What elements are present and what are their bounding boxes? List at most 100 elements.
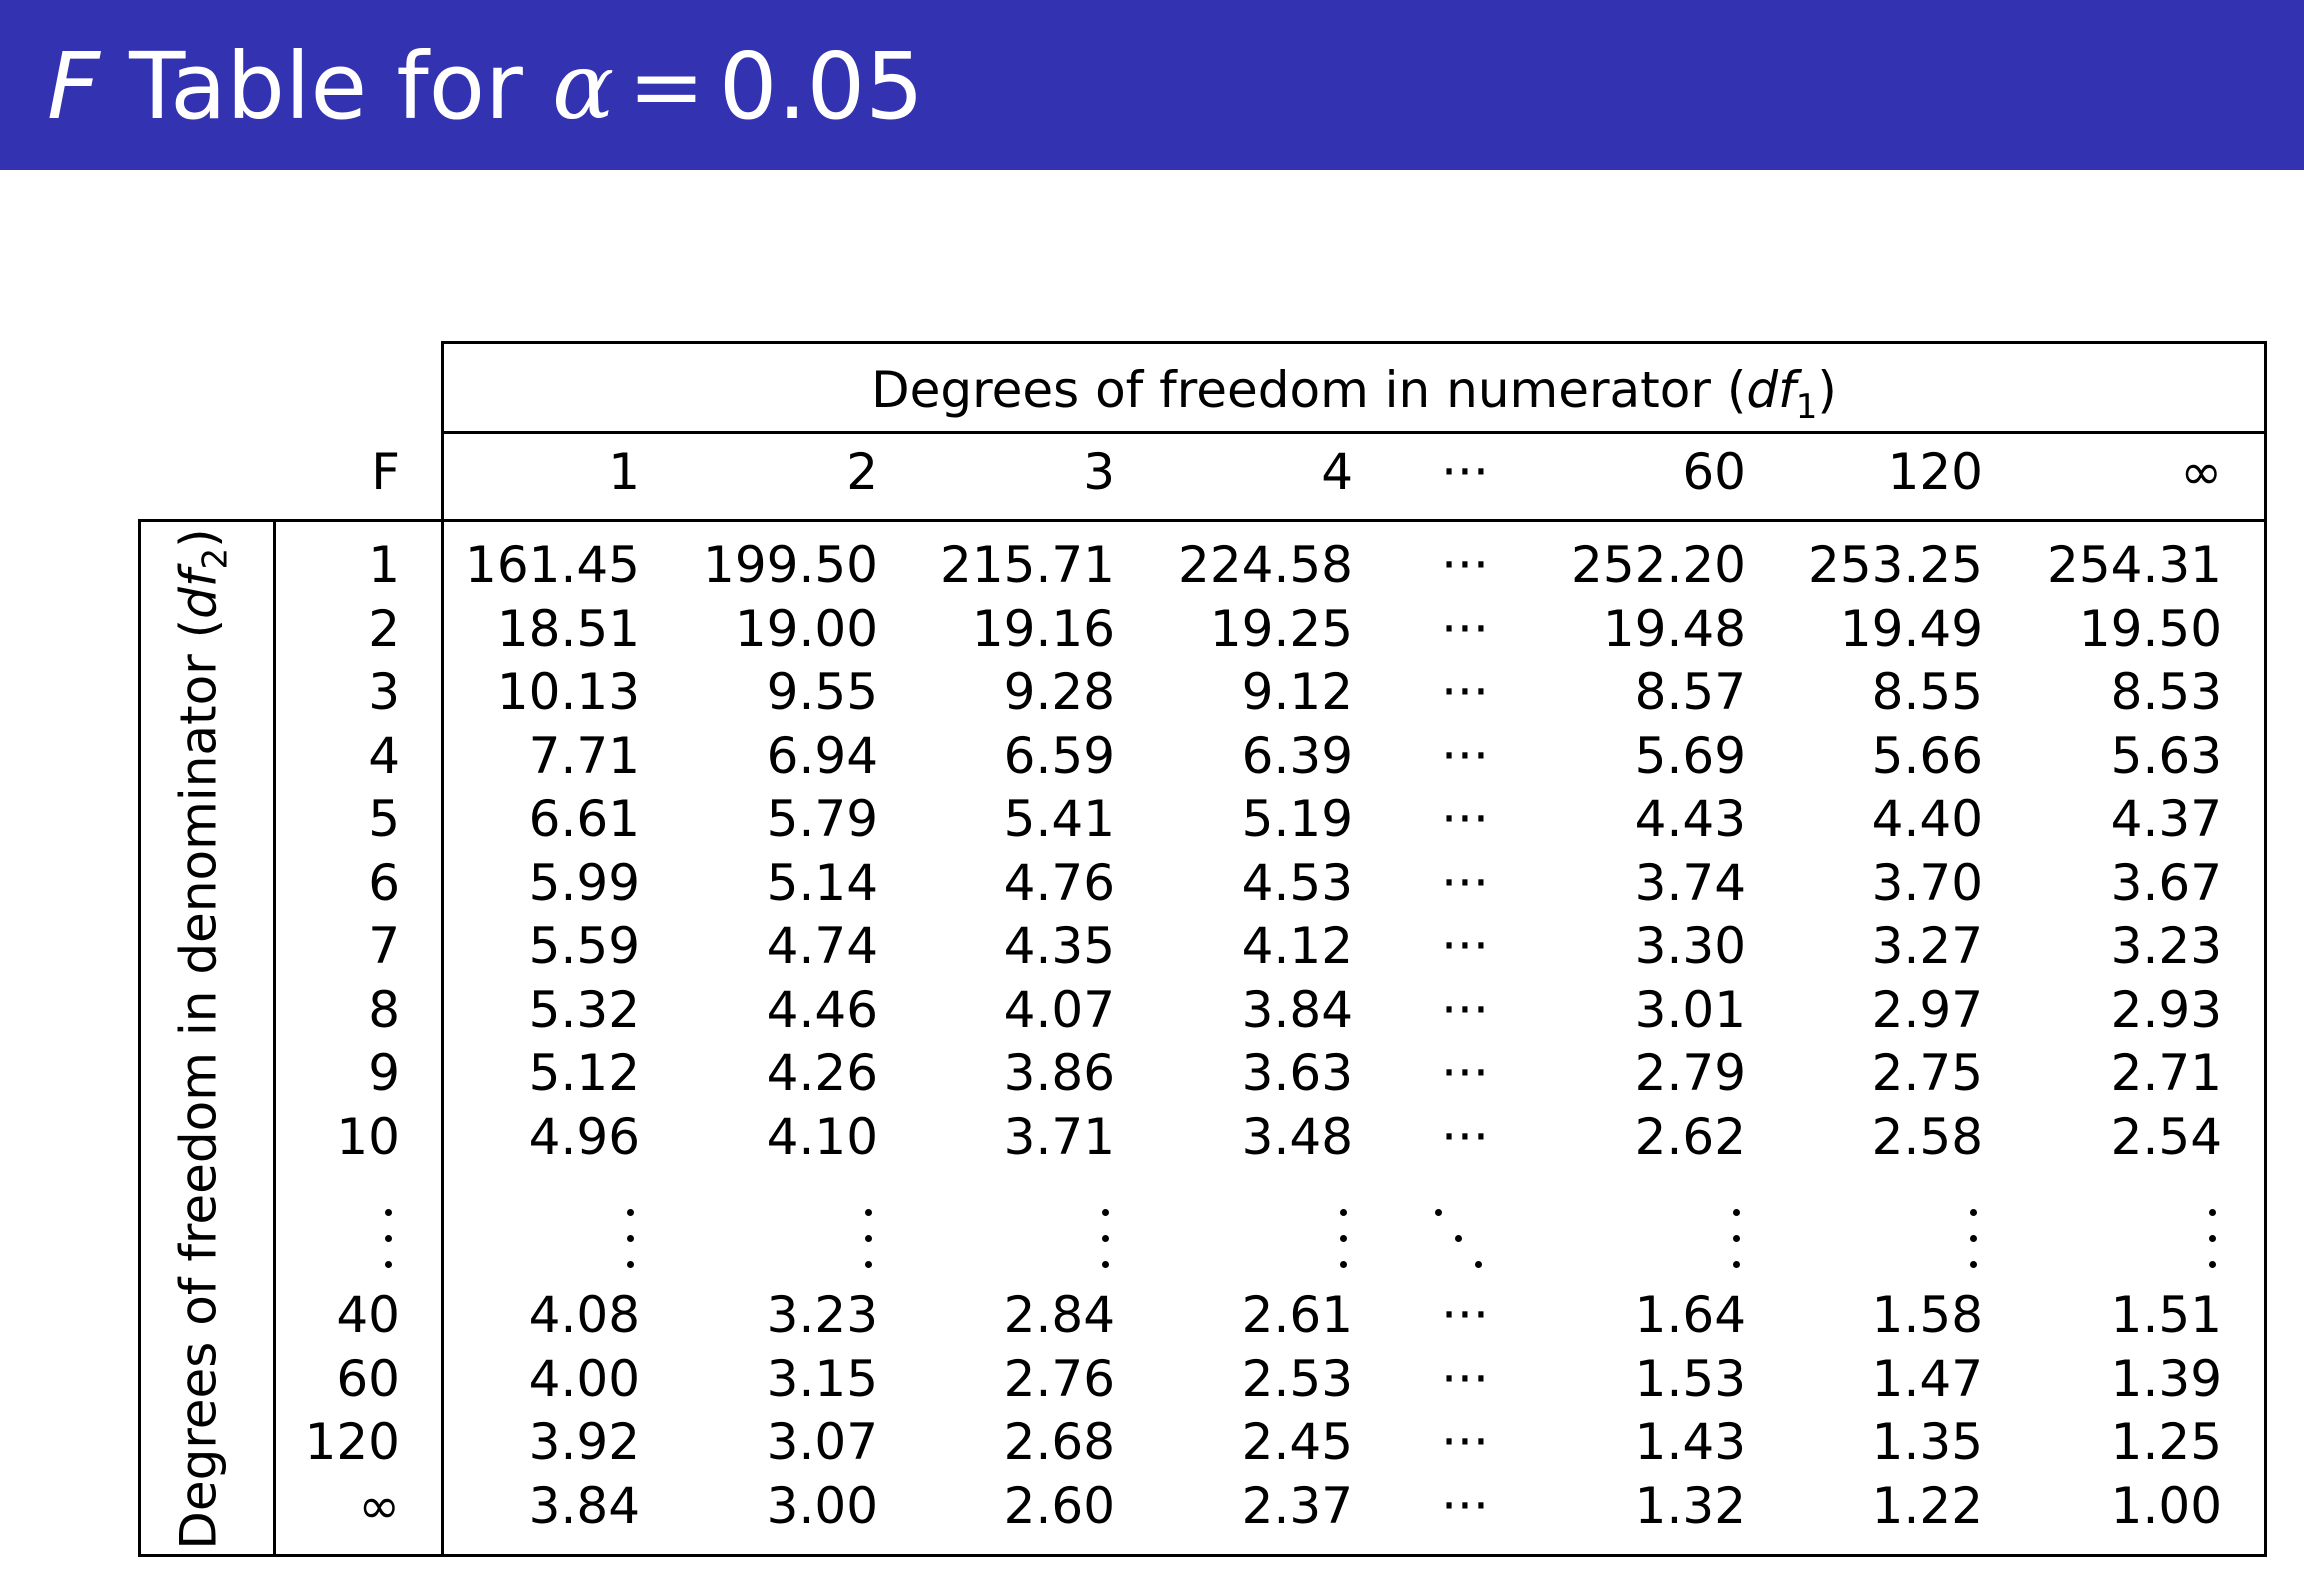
table-cell: ··· [1441,917,1489,975]
table-cell: 9.55 [766,663,878,721]
table-cell: 3.86 [1003,1044,1115,1102]
title-value: 0.05 [718,33,924,140]
table-cell: 3.07 [766,1413,878,1471]
table-cell: 2.60 [1003,1476,1115,1535]
table-cell: 1.64 [1634,1286,1746,1344]
row-label-df2: 1 [368,536,400,594]
left-outer-border [138,519,141,1557]
table-cell: 5.14 [766,853,878,912]
table-cell: 5.63 [2110,726,2222,785]
column-header: 1 [608,443,640,501]
table-cell: 5.66 [1871,726,1983,785]
stub-column-divider [441,341,444,1557]
table-cell: 3.92 [528,1413,640,1471]
numerator-header: Degrees of freedom in numerator (df1) [443,350,2265,430]
table-cell: 19.50 [2078,599,2222,658]
denominator-var: df [169,569,228,619]
table-cell: ··· [1441,726,1489,785]
numerator-header-text: Degrees of freedom in numerator ( [871,361,1747,419]
table-cell: 2.71 [2110,1044,2222,1102]
table-cell: 2.37 [1241,1476,1353,1535]
table-cell: 7.71 [528,726,640,785]
table-cell: 1.53 [1634,1349,1746,1408]
column-vdots [1967,1203,1979,1283]
column-vdots [1337,1203,1349,1283]
table-cell: 1.22 [1871,1476,1983,1535]
row-label-df2: 6 [368,853,400,912]
title-equals: = [628,33,706,140]
table-cell: 4.10 [766,1107,878,1166]
header-divider [441,431,2267,434]
table-cell: 1.39 [2110,1349,2222,1408]
row-label-df2: 3 [368,663,400,721]
table-cell: 2.61 [1241,1286,1353,1344]
column-vdots [1099,1203,1111,1283]
denominator-header-text: Degrees of freedom in denominator ( [169,618,228,1550]
table-cell: 3.70 [1871,853,1983,912]
diagonal-dots [1425,1203,1505,1283]
table-cell: ··· [1441,1349,1489,1408]
table-cell: 4.35 [1003,917,1115,975]
numerator-sub: 1 [1795,387,1818,427]
title-bar: F Table for α = 0.05 [0,0,2304,170]
table-cell: 3.23 [766,1286,878,1344]
denominator-sub: 2 [195,547,236,570]
table-cell: 2.58 [1871,1107,1983,1166]
table-cell: 6.94 [766,726,878,785]
row-label-df2: 7 [368,917,400,975]
table-cell: 1.58 [1871,1286,1983,1344]
column-header: 4 [1321,443,1353,501]
table-cell: 3.30 [1634,917,1746,975]
title-middle: Table for [129,33,523,140]
table-cell: 10.13 [496,663,640,721]
table-cell: 4.46 [766,980,878,1039]
table-cell: 4.43 [1634,790,1746,848]
column-vdots [2206,1203,2218,1283]
table-cell: ··· [1441,663,1489,721]
table-cell: 4.00 [528,1349,640,1408]
table-cell: 224.58 [1178,536,1353,594]
column-header: 120 [1887,443,1983,501]
table-cell: 2.68 [1003,1413,1115,1471]
table-cell: 3.15 [766,1349,878,1408]
row-label-df2: 9 [368,1044,400,1102]
page-title: F Table for α = 0.05 [47,32,924,142]
corner-label: F [371,443,400,501]
table-cell: 1.51 [2110,1286,2222,1344]
table-cell: 6.61 [528,790,640,848]
table-cell: 4.37 [2110,790,2222,848]
table-cell: ··· [1441,1413,1489,1471]
row-label-df2: 8 [368,980,400,1039]
row-label-df2: 40 [336,1286,400,1344]
table-cell: 9.12 [1241,663,1353,721]
column-vdots [624,1203,636,1283]
table-cell: 3.48 [1241,1107,1353,1166]
table-cell: ··· [1441,599,1489,658]
table-cell: 3.84 [528,1476,640,1535]
table-cell: 4.26 [766,1044,878,1102]
column-header: ∞ [2180,443,2222,501]
table-cell: ··· [1441,536,1489,594]
table-cell: 19.16 [971,599,1115,658]
denominator-header: Degrees of freedom in denominator (df2) [167,528,248,1549]
row-label-df2: 2 [368,599,400,658]
table-cell: 2.75 [1871,1044,1983,1102]
table-cell: 5.99 [528,853,640,912]
row-label-df2: ∞ [358,1476,400,1535]
title-alpha: α [552,33,615,140]
row-vdots [382,1203,394,1283]
table-cell: 2.93 [2110,980,2222,1039]
table-cell: 5.41 [1003,790,1115,848]
table-cell: 6.59 [1003,726,1115,785]
table-cell: 3.01 [1634,980,1746,1039]
table-cell: ··· [1441,1107,1489,1166]
table-cell: 5.32 [528,980,640,1039]
denominator-header-wrap: Degrees of freedom in denominator (df2) [139,522,275,1556]
table-cell: 3.27 [1871,917,1983,975]
table-cell: 2.62 [1634,1107,1746,1166]
table-cell: 4.40 [1871,790,1983,848]
table-bottom-border [138,1554,2267,1557]
table-cell: 4.12 [1241,917,1353,975]
table-cell: 5.69 [1634,726,1746,785]
table-cell: 8.53 [2110,663,2222,721]
